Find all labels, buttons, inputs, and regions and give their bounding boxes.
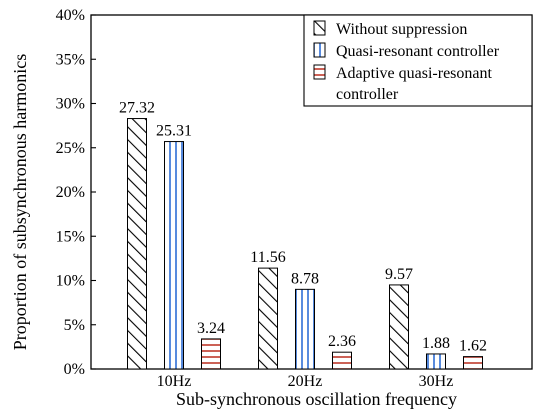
bar-2-30hz bbox=[426, 353, 446, 370]
y-tick-label: 10% bbox=[56, 273, 85, 290]
x-tick-label: 10Hz bbox=[157, 373, 192, 390]
y-tick-label: 35% bbox=[56, 51, 85, 68]
data-label: 11.56 bbox=[250, 249, 285, 266]
y-tick-label: 30% bbox=[56, 96, 85, 113]
bar-3-30hz bbox=[463, 356, 483, 370]
bar-1-20hz bbox=[258, 267, 278, 370]
legend-label: Adaptive quasi-resonant bbox=[336, 65, 493, 82]
bar-1-10hz bbox=[127, 118, 147, 370]
legend-label: Without suppression bbox=[336, 21, 467, 38]
legend-box bbox=[303, 14, 533, 107]
data-label: 1.62 bbox=[459, 338, 487, 355]
data-label: 2.36 bbox=[328, 333, 356, 350]
y-tick-label: 20% bbox=[56, 184, 85, 201]
legend-label: Quasi-resonant controller bbox=[336, 43, 500, 60]
bar-2-10hz bbox=[164, 141, 184, 370]
bar-3-10hz bbox=[201, 338, 221, 370]
bars-layer bbox=[127, 118, 483, 370]
data-label: 25.31 bbox=[156, 123, 192, 140]
legend-swatch bbox=[313, 42, 326, 58]
y-tick-label: 0% bbox=[64, 361, 85, 378]
data-label: 9.57 bbox=[385, 266, 413, 283]
data-label: 3.24 bbox=[197, 320, 225, 337]
x-tick-label: 20Hz bbox=[288, 373, 323, 390]
x-tick-label: 30Hz bbox=[419, 373, 454, 390]
data-labels-layer: 27.32 11.56 9.57 25.31 8.78 1.88 3.24 2.36 1.62 bbox=[119, 100, 487, 355]
y-tick-label: 25% bbox=[56, 140, 85, 157]
y-axis-label: Proportion of subsynchronous harmonics bbox=[10, 54, 30, 350]
y-tick-label: 40% bbox=[56, 7, 85, 24]
bar-3-20hz bbox=[332, 351, 352, 370]
axes-layer: 0% 5% 10% 15% 20% 25% 30% 35% 40% 10Hz 20Hz 30HzSub… bbox=[10, 7, 457, 409]
y-tick-label: 5% bbox=[64, 317, 85, 334]
data-label: 27.32 bbox=[119, 100, 155, 117]
data-label: 1.88 bbox=[422, 335, 450, 352]
bar-1-30hz bbox=[389, 284, 409, 370]
legend-swatch bbox=[313, 64, 326, 80]
y-tick-label: 15% bbox=[56, 228, 85, 245]
legend-label: controller bbox=[336, 86, 399, 103]
legend-swatch bbox=[313, 20, 326, 36]
legend: Without suppression Quasi-resonant contro… bbox=[303, 14, 533, 107]
x-axis-label: Sub-synchronous oscillation frequency bbox=[176, 389, 457, 409]
bar-2-20hz bbox=[295, 288, 315, 370]
data-label: 8.78 bbox=[291, 270, 319, 287]
